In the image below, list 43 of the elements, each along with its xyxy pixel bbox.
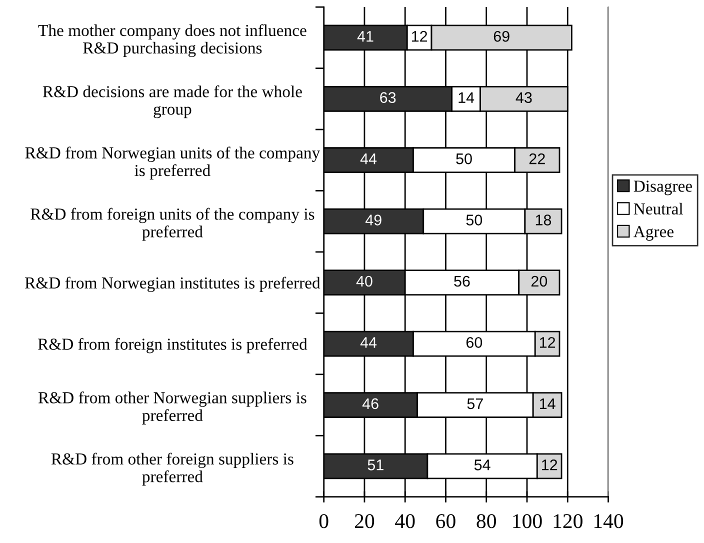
data-label: 57 [467, 398, 483, 410]
data-label: 43 [516, 92, 532, 103]
y-tick-label: R&D from Norwegian units of the company is preferred [25, 146, 320, 180]
data-label: 41 [357, 31, 374, 42]
data-label: 22 [529, 153, 545, 164]
legend-label: Neutral [634, 202, 683, 215]
data-label: 50 [466, 214, 482, 226]
x-tick-label: 0 [319, 514, 328, 528]
y-tick-label: R&D from other Norwegian suppliers is preferred [38, 391, 306, 424]
data-label: 49 [365, 214, 382, 226]
data-label: 18 [536, 214, 552, 226]
y-tick-label: R&D from foreign units of the company is preferred [30, 208, 314, 241]
data-label: 46 [362, 398, 378, 410]
y-tick-label: R&D from other foreign suppliers is preferred [51, 452, 294, 486]
data-label: 44 [360, 337, 377, 348]
y-tick-label: R&D decisions are made for the whole group [42, 85, 302, 118]
legend-label: Disagree [634, 180, 692, 196]
data-label: 14 [540, 398, 556, 409]
x-tick-label: 100 [513, 514, 542, 528]
data-label: 14 [458, 92, 474, 103]
data-label: 51 [368, 460, 384, 470]
data-label: 20 [531, 276, 548, 287]
data-label: 44 [360, 154, 377, 164]
y-tick-label: R&D from Norwegian institutes is preferred [25, 276, 320, 292]
data-label: 54 [474, 460, 490, 470]
x-tick-label: 140 [594, 514, 624, 528]
x-tick-label: 40 [395, 514, 415, 528]
data-label: 12 [540, 337, 556, 348]
y-tick-label: R&D from foreign institutes is preferred [38, 338, 308, 354]
data-label: 63 [380, 92, 396, 103]
x-tick-label: 20 [354, 514, 374, 528]
x-tick-label: 60 [436, 514, 456, 528]
x-tick-label: 120 [554, 514, 582, 528]
data-label: 40 [356, 276, 372, 287]
data-label: 12 [542, 460, 558, 470]
data-label: 56 [454, 276, 470, 287]
data-label: 69 [494, 30, 510, 42]
y-tick-label: The mother company does not influence R&D purchasing decisions [38, 24, 306, 58]
x-tick-label: 80 [476, 514, 496, 528]
legend-label: Agree [634, 226, 674, 241]
data-label: 50 [456, 153, 472, 164]
data-label: 12 [412, 30, 428, 42]
data-label: 60 [466, 337, 482, 348]
